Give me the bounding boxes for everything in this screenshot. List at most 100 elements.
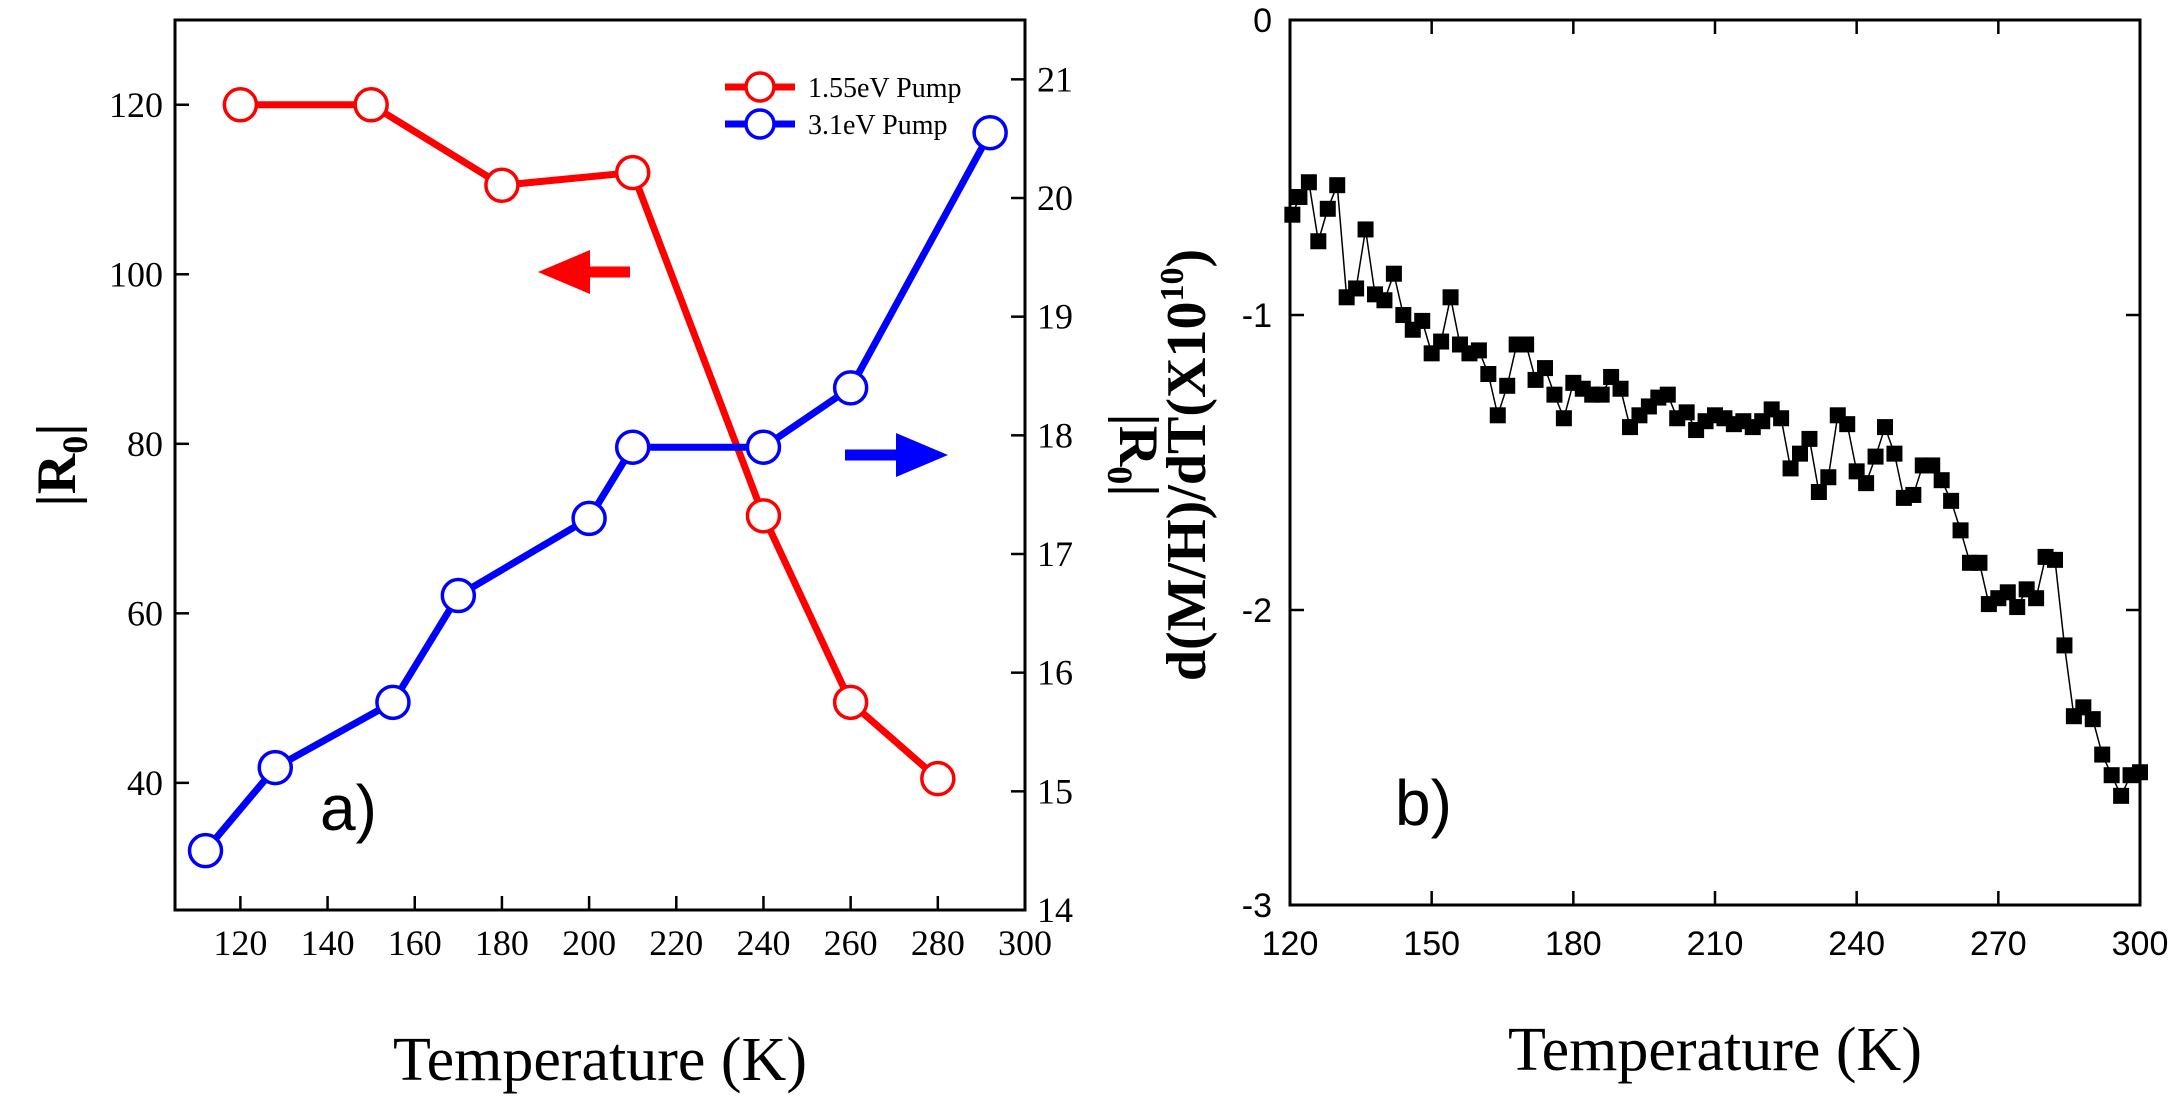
panel-a-right-tick-label-16: 16 — [1037, 653, 1073, 693]
panel-b-point-14 — [1414, 312, 1431, 329]
series-0-point-0 — [222, 87, 259, 123]
panel-b-point-55 — [1801, 430, 1818, 447]
panel-a-left-tick-label-80: 80 — [127, 424, 163, 464]
panel-b-point-54 — [1792, 445, 1808, 462]
panel-b-y-tick-label--2: -2 — [1242, 592, 1272, 630]
panel-a-x-tick-label-160: 160 — [388, 923, 442, 963]
series-0-point-1 — [353, 87, 389, 123]
panel-b-point-42 — [1678, 404, 1695, 421]
legend-entry-1.55ev: 1.55eV Pump — [725, 71, 962, 104]
panel-a-x-tick-label-240: 240 — [736, 923, 790, 963]
panel-a-x-tick-label-260: 260 — [824, 923, 878, 963]
legend-label-1.55ev: 1.55eV Pump — [808, 73, 962, 104]
panel-b-x-tick-label-270: 270 — [1970, 925, 2027, 963]
panel-b-point-81 — [2047, 551, 2063, 568]
panel-b-point-77 — [2009, 599, 2026, 616]
panel-b-point-22 — [1489, 407, 1506, 424]
panel-b-y-tick-label-0: 0 — [1253, 2, 1272, 40]
panel-b-point-5 — [1329, 177, 1346, 194]
panel-a-right-tick-label-21: 21 — [1037, 59, 1073, 99]
series-0-point-4 — [745, 498, 782, 534]
panel-b-point-53 — [1782, 460, 1799, 477]
panel-b-point-27 — [1537, 360, 1553, 377]
panel-b-point-66 — [1905, 486, 1922, 503]
panel-a-series-markers — [187, 87, 1008, 869]
panel-b-point-12 — [1395, 307, 1412, 323]
legend: 1.55eV Pump 3.1eV Pump — [725, 71, 962, 141]
blue-arrow-right — [845, 433, 948, 477]
series-1-point-6 — [745, 429, 782, 465]
panel-b-point-79 — [2028, 590, 2045, 607]
panel-b-point-10 — [1376, 292, 1393, 309]
series-line-0 — [240, 101, 941, 782]
panel-b-x-tick-label-210: 210 — [1687, 925, 1744, 963]
panel-a-right-tick-label-18: 18 — [1037, 415, 1073, 455]
panel-b-point-35 — [1612, 380, 1629, 397]
panel-b-point-86 — [2094, 746, 2111, 763]
series-0-point-2 — [484, 167, 520, 204]
panel-b-y-tick-label--1: -1 — [1242, 297, 1272, 335]
panel-a-right-y-ticks: 14 15 16 17 18 19 20 21 — [1011, 59, 1073, 930]
panel-b-point-59 — [1839, 416, 1856, 433]
panel-a-left-y-axis-title: |R0| — [26, 423, 95, 506]
panel-b-point-29 — [1555, 410, 1572, 427]
panel-b-point-85 — [2084, 711, 2101, 728]
panel-a-x-axis-title: Temperature (K) — [393, 1026, 807, 1094]
panel-a-left-y-ticks: 40 60 80 100 120 — [109, 85, 189, 803]
panel-b-point-63 — [1877, 419, 1893, 436]
panel-b-point-7 — [1348, 280, 1365, 297]
panel-a-x-tick-label-280: 280 — [911, 923, 965, 963]
panel-b-y-tick-label--3: -3 — [1242, 887, 1272, 925]
panel-a-right-tick-label-19: 19 — [1037, 297, 1073, 337]
panel-a-series-lines — [202, 101, 994, 853]
panel-b-point-61 — [1858, 475, 1875, 492]
panel-b-point-23 — [1499, 377, 1516, 394]
panel-a-x-tick-label-220: 220 — [649, 923, 703, 963]
panel-b-point-0 — [1284, 206, 1301, 223]
panel-b-x-tick-label-180: 180 — [1545, 925, 1602, 963]
panel-a-frame — [173, 18, 1027, 912]
panel-a-left-tick-label-100: 100 — [109, 254, 163, 294]
series-1-point-4 — [571, 500, 607, 537]
panel-b-point-11 — [1385, 265, 1402, 282]
panel-b-point-70 — [1943, 492, 1960, 509]
panel-b-x-tick-label-120: 120 — [1262, 925, 1319, 963]
panel-a-left-tick-label-60: 60 — [127, 593, 163, 633]
series-1-point-8 — [972, 114, 1008, 151]
series-1-point-7 — [832, 370, 869, 406]
panel-b-x-tick-label-240: 240 — [1828, 925, 1885, 963]
panel-a-right-tick-label-17: 17 — [1037, 534, 1073, 574]
panel-b-x-axis-title: Temperature (K) — [1508, 1016, 1922, 1084]
series-1-point-2 — [375, 684, 411, 721]
red-arrow-left — [538, 250, 630, 294]
panel-b-point-17 — [1442, 289, 1459, 306]
panel-b-point-69 — [1933, 472, 1950, 489]
panel-b-point-4 — [1319, 200, 1336, 217]
panel-a-right-y-axis-title: |R0| — [1100, 413, 1169, 496]
series-1-point-1 — [257, 749, 294, 786]
panel-b-point-90 — [2132, 764, 2148, 781]
panel-b-x-ticks: 120 150 180 210 240 270 300 — [1262, 20, 2168, 963]
panel-a-x-tick-label-300: 300 — [998, 923, 1052, 963]
panel-b-data-points — [1284, 174, 2148, 804]
panel-b-point-64 — [1886, 445, 1903, 462]
legend-entry-3.1ev: 3.1eV Pump — [725, 108, 948, 141]
series-0-point-3 — [614, 154, 651, 191]
panel-b-point-20 — [1470, 342, 1487, 359]
panel-a-right-tick-label-14: 14 — [1037, 890, 1073, 930]
panel-b-point-62 — [1867, 448, 1884, 465]
panel-a-label: a) — [320, 772, 377, 844]
series-1-point-0 — [187, 832, 224, 869]
panel-b-point-8 — [1357, 221, 1374, 238]
panel-b-point-25 — [1518, 336, 1535, 353]
panel-a-x-tick-label-120: 120 — [213, 923, 267, 963]
panel-b-point-87 — [2103, 767, 2120, 784]
panel-b-point-73 — [1971, 554, 1988, 571]
panel-b: 120 150 180 210 240 270 300 0 -1 -2 -3 b) Tempera… — [1154, 2, 2168, 1084]
panel-b-label: b) — [1395, 767, 1452, 839]
panel-b-point-3 — [1310, 233, 1327, 250]
panel-b-point-33 — [1593, 386, 1610, 403]
panel-a-left-tick-label-120: 120 — [109, 85, 163, 125]
legend-label-3.1ev: 3.1eV Pump — [808, 110, 948, 141]
